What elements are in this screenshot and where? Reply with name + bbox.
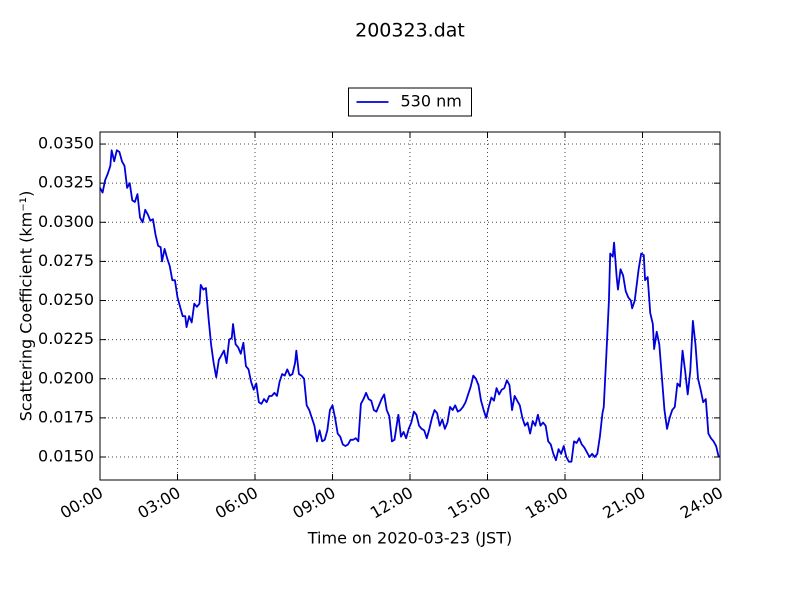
x-tick-label: 15:00	[444, 483, 493, 523]
y-tick-label: 0.0150	[38, 446, 94, 465]
chart-title: 200323.dat	[355, 20, 465, 42]
y-tick-label: 0.0325	[38, 173, 94, 192]
y-tick-label: 0.0175	[38, 407, 94, 426]
legend-label: 530 nm	[401, 92, 462, 111]
x-tick-label: 03:00	[134, 483, 183, 523]
x-tick-label: 18:00	[522, 483, 571, 523]
plot-frame	[99, 131, 721, 481]
x-tick-label: 24:00	[677, 483, 726, 523]
x-tick-label: 06:00	[212, 483, 261, 523]
x-tick-label: 21:00	[599, 483, 648, 523]
y-tick-label: 0.0350	[38, 134, 94, 153]
y-axis-label: Scattering Coefficient (km⁻¹)	[17, 191, 36, 422]
x-tick-label: 00:00	[57, 483, 106, 523]
x-tick-label: 12:00	[367, 483, 416, 523]
data-line	[99, 149, 720, 463]
y-tick-label: 0.0250	[38, 290, 94, 309]
y-tick-label: 0.0200	[38, 368, 94, 387]
y-tick-label: 0.0300	[38, 212, 94, 231]
y-tick-label: 0.0225	[38, 329, 94, 348]
y-tick-label: 0.0275	[38, 251, 94, 270]
x-axis-label: Time on 2020-03-23 (JST)	[307, 529, 512, 548]
x-tick-label: 09:00	[289, 483, 338, 523]
